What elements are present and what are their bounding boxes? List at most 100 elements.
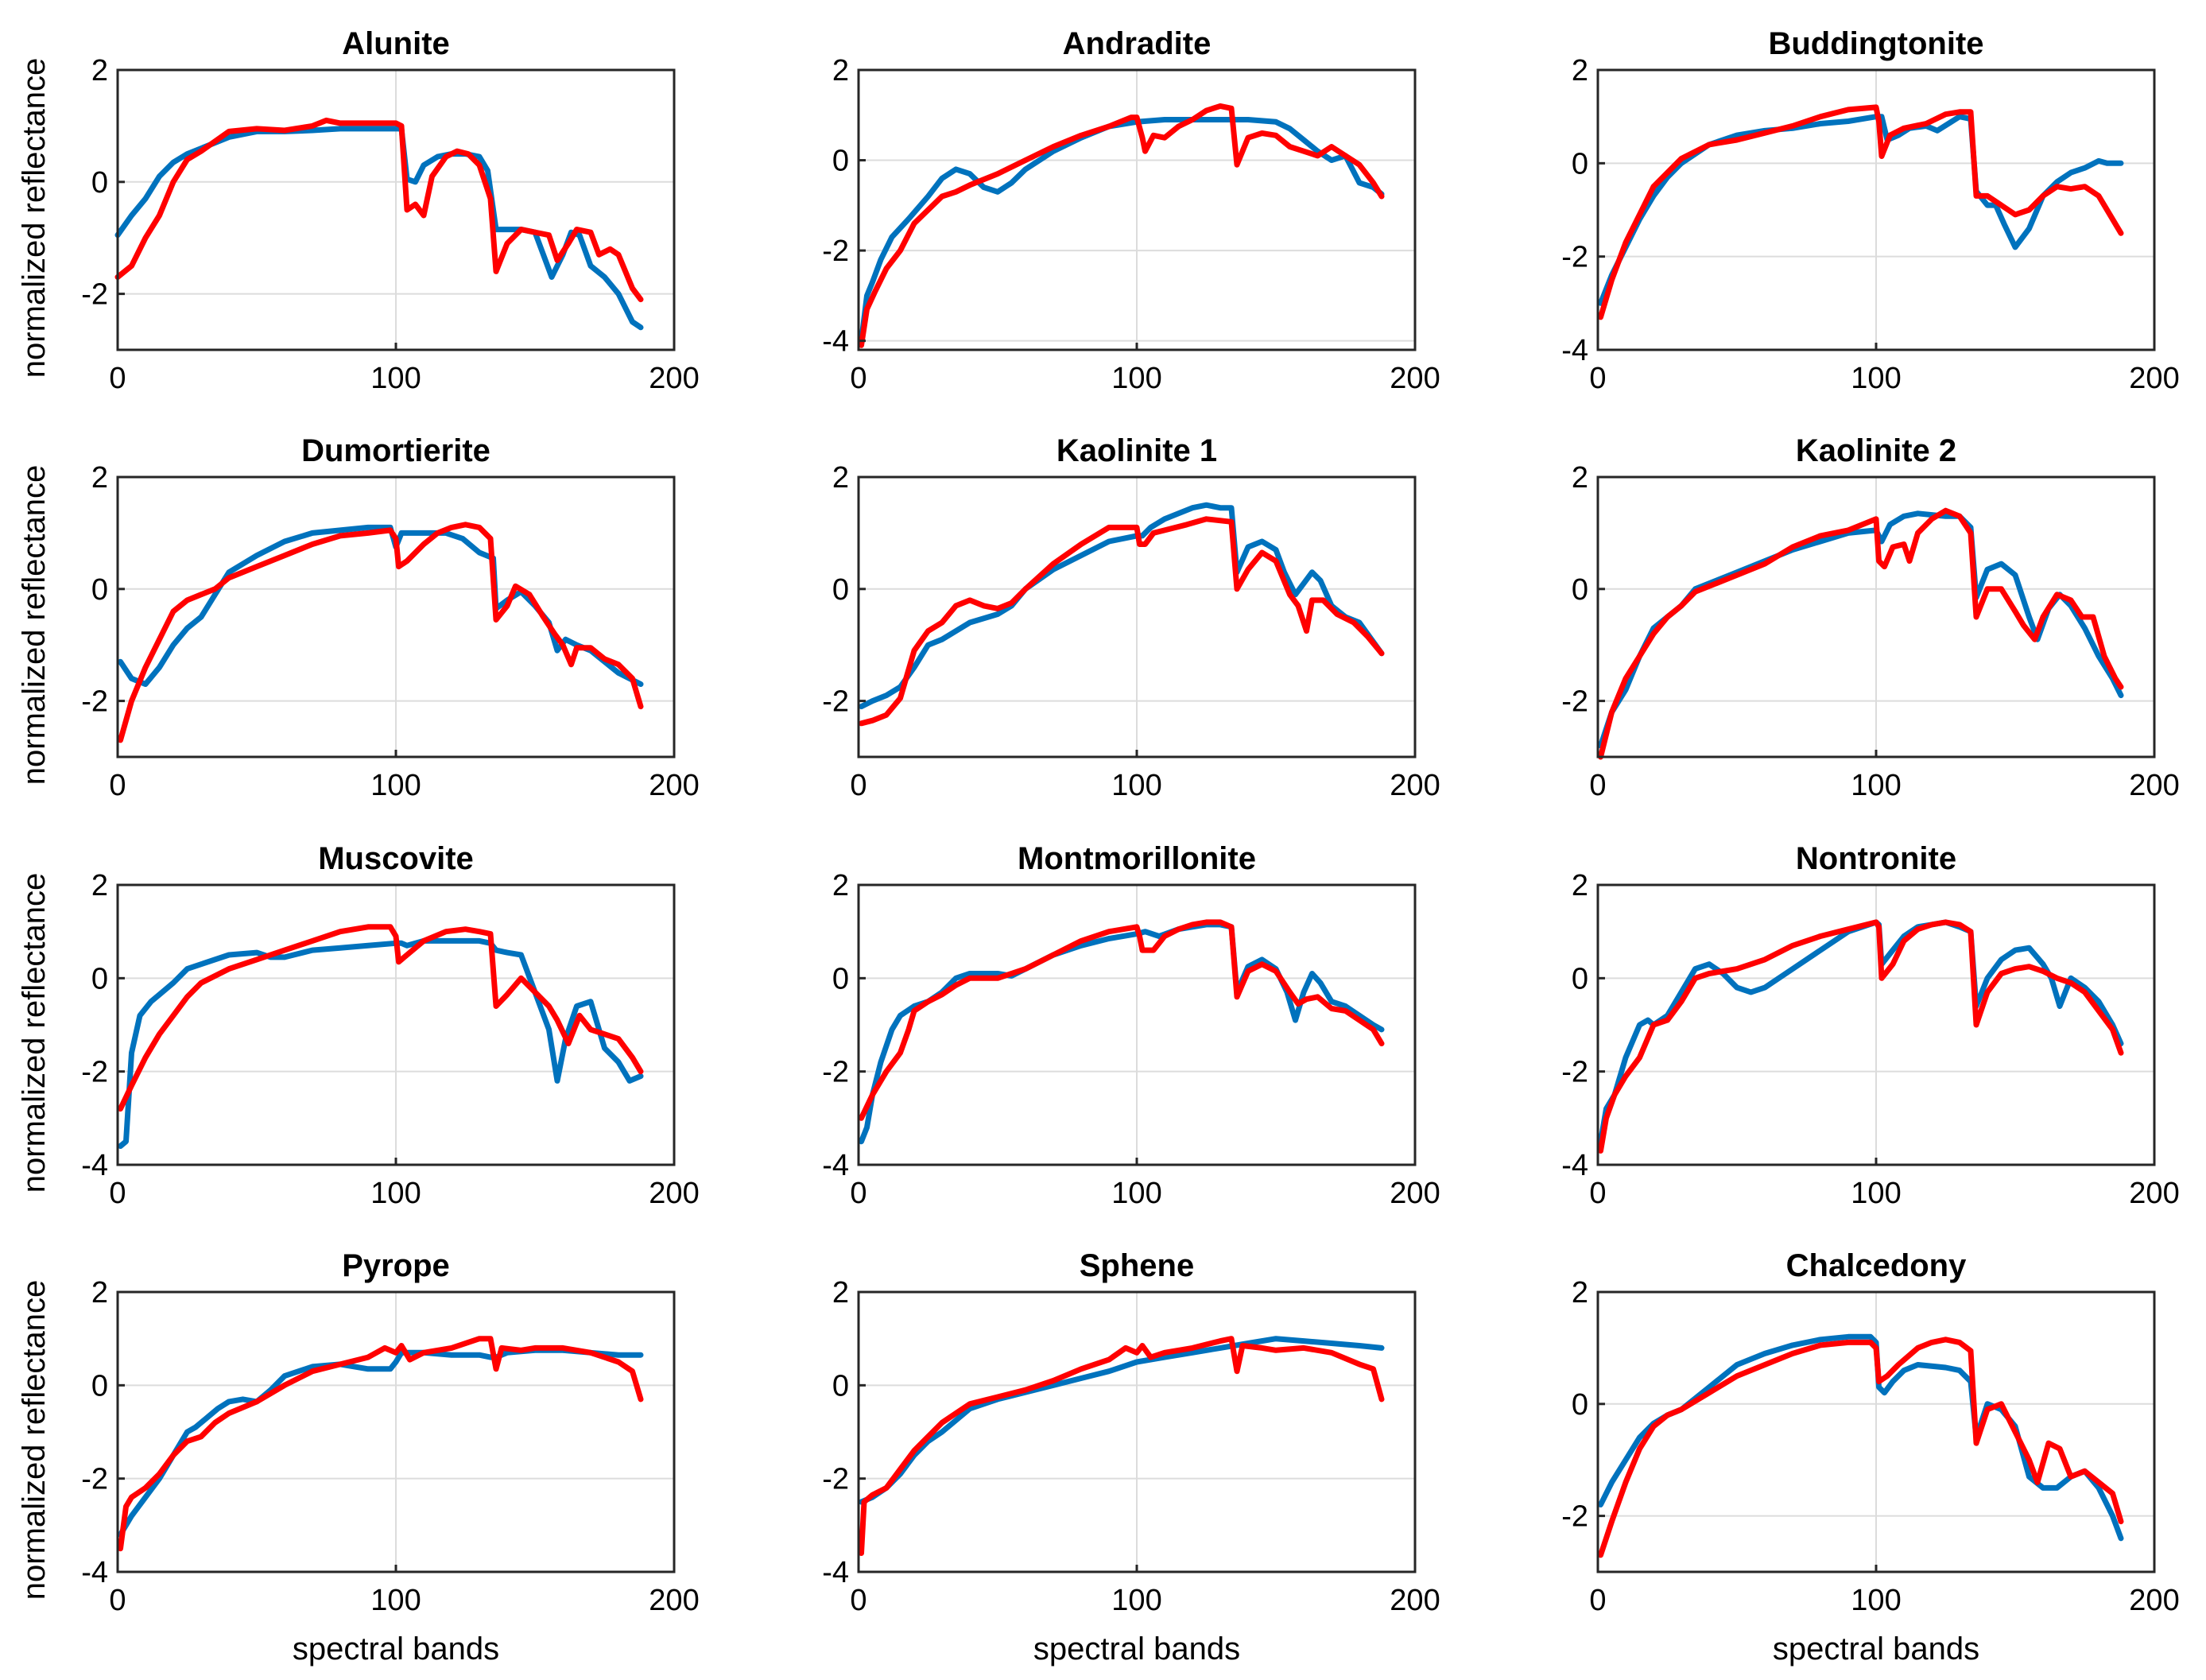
chart-title: Muscovite [318, 841, 474, 876]
series-line-red [859, 1336, 1385, 1556]
series-line-blue [118, 937, 644, 1149]
chart-title: Andradite [1063, 26, 1212, 61]
x-tick-label: 200 [1390, 1584, 1440, 1617]
series-line-blue [1598, 510, 2124, 749]
y-tick-label: -2 [822, 235, 849, 268]
y-tick-label: -2 [1561, 1056, 1588, 1089]
x-tick-label: 100 [1111, 1177, 1161, 1210]
y-tick-label: 0 [91, 1369, 108, 1403]
y-tick-label: 2 [91, 869, 108, 902]
subplot-nontronite: 0 100 200 -4 -2 0 2 Nontronite [1561, 841, 2180, 1210]
x-tick-label: 0 [850, 1177, 867, 1210]
y-tick-label: 0 [832, 145, 849, 178]
series-line-blue [859, 502, 1385, 710]
y-tick-label: -4 [1561, 1149, 1588, 1182]
series-line-blue [859, 1336, 1385, 1505]
series-line-red [859, 919, 1385, 1121]
series-line-red [118, 1336, 644, 1552]
y-tick-label: 2 [1572, 54, 1588, 87]
subplot-andradite: 0 100 200 -4 -2 0 2 Andradite [822, 26, 1440, 395]
subplot-sphene: 0 100 200 -4 -2 0 2 Sphene spectral bands [822, 1248, 1440, 1666]
series-line-red [118, 924, 644, 1112]
y-tick-label: 2 [91, 54, 108, 87]
y-tick-label: 2 [1572, 1276, 1588, 1309]
y-tick-label: 0 [91, 573, 108, 607]
y-tick-label: -4 [822, 1556, 849, 1589]
series-line-blue [1598, 114, 2124, 306]
x-tick-label: 0 [1589, 769, 1606, 802]
chart-title: Chalcedony [1786, 1248, 1967, 1283]
x-tick-label: 0 [850, 769, 867, 802]
x-tick-label: 200 [2129, 1584, 2179, 1617]
x-tick-label: 200 [2129, 769, 2179, 802]
y-tick-label: 0 [832, 962, 849, 995]
x-tick-label: 0 [109, 362, 126, 395]
y-tick-label: -4 [822, 1149, 849, 1182]
series-line-blue [1598, 1333, 2124, 1542]
subplot-kaolinite-1: 0 100 200 -2 0 2 Kaolinite 1 [822, 433, 1440, 802]
y-tick-label: 0 [91, 166, 108, 200]
chart-title: Dumortierite [301, 433, 490, 468]
x-tick-label: 0 [1589, 1177, 1606, 1210]
chart-title: Pyrope [342, 1248, 450, 1283]
y-axis-label: normalized reflectance [17, 873, 52, 1193]
x-tick-label: 200 [649, 769, 699, 802]
y-tick-label: -4 [81, 1556, 108, 1589]
series-line-red [1598, 1337, 2124, 1558]
series-line-red [118, 522, 644, 743]
y-tick-label: -2 [822, 1056, 849, 1089]
x-tick-label: 100 [1851, 1584, 1901, 1617]
x-axis-label: spectral bands [1773, 1632, 1979, 1666]
x-tick-label: 200 [1390, 769, 1440, 802]
x-axis-label: spectral bands [1033, 1632, 1240, 1666]
series-line-blue [118, 1347, 644, 1538]
x-tick-label: 100 [370, 362, 421, 395]
subplot-muscovite: 0 100 200 -4 -2 0 2 Muscovite normalized reflect… [17, 841, 700, 1210]
x-tick-label: 100 [370, 769, 421, 802]
y-tick-label: -2 [1561, 241, 1588, 274]
y-tick-label: -4 [1561, 334, 1588, 367]
series-line-red [1598, 919, 2124, 1154]
series-line-blue [1598, 919, 2124, 1145]
y-tick-label: 2 [1572, 869, 1588, 902]
series-line-red [1598, 104, 2124, 320]
subplot-pyrope: 0 100 200 -4 -2 0 2 Pyrope spectral bands normali… [17, 1248, 700, 1666]
x-tick-label: 0 [109, 769, 126, 802]
subplot-chalcedony: 0 100 200 -2 0 2 Chalcedony spectral bands [1561, 1248, 2180, 1666]
subplot-buddingtonite: 0 100 200 -4 -2 0 2 Buddingtonite [1561, 26, 2180, 395]
x-tick-label: 200 [2129, 362, 2179, 395]
y-axis-label: normalized reflectance [17, 465, 52, 785]
x-axis-label: spectral bands [293, 1632, 499, 1666]
y-tick-label: 2 [91, 1276, 108, 1309]
x-tick-label: 0 [1589, 362, 1606, 395]
x-tick-label: 100 [1851, 362, 1901, 395]
y-tick-label: 0 [1572, 1388, 1588, 1422]
x-tick-label: 0 [850, 362, 867, 395]
y-tick-label: -2 [81, 685, 108, 719]
y-tick-label: 0 [91, 962, 108, 995]
y-tick-label: -2 [822, 685, 849, 719]
chart-title: Alunite [342, 26, 450, 61]
y-tick-label: -2 [1561, 1500, 1588, 1534]
x-tick-label: 100 [1111, 362, 1161, 395]
x-tick-label: 100 [370, 1177, 421, 1210]
x-tick-label: 100 [1111, 1584, 1161, 1617]
x-tick-label: 100 [370, 1584, 421, 1617]
y-tick-label: 2 [832, 1276, 849, 1309]
x-tick-label: 0 [1589, 1584, 1606, 1617]
y-axis-label: normalized reflectance [17, 1280, 52, 1600]
series-line-red [1598, 507, 2124, 760]
subplot-alunite: 0 100 200 -2 0 2 Alunite normalized reflectance [17, 26, 700, 395]
x-tick-label: 200 [1390, 362, 1440, 395]
x-tick-label: 100 [1851, 769, 1901, 802]
x-tick-label: 0 [109, 1177, 126, 1210]
y-tick-label: 2 [832, 869, 849, 902]
y-axis-label: normalized reflectance [17, 58, 52, 378]
y-tick-label: -2 [81, 1056, 108, 1089]
x-tick-label: 100 [1851, 1177, 1901, 1210]
series-line-red [859, 516, 1385, 727]
y-tick-label: 0 [1572, 962, 1588, 995]
chart-title: Sphene [1080, 1248, 1194, 1283]
x-tick-label: 100 [1111, 769, 1161, 802]
